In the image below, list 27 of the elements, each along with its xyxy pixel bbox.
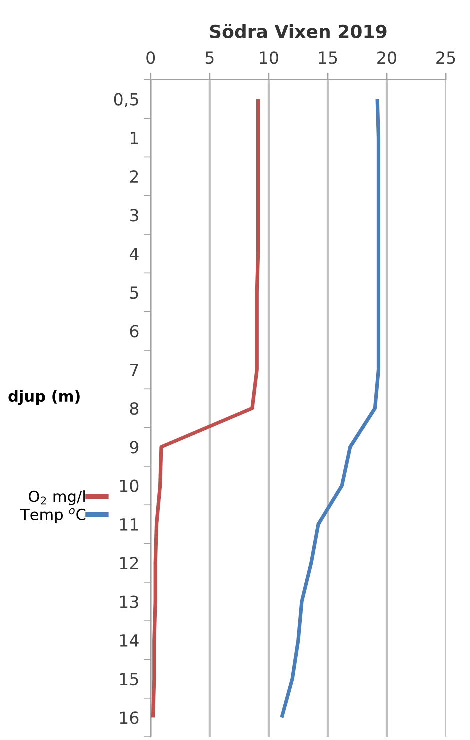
y-tick-label: 12 — [120, 557, 138, 570]
y-tick-label: 9 — [130, 441, 139, 454]
x-tick-label: 25 — [436, 52, 456, 64]
y-tick-label: 6 — [130, 325, 139, 338]
y-tick-label: 14 — [120, 634, 139, 647]
y-tick-label: 5 — [130, 286, 138, 300]
y-tick-label: 0,5 — [114, 93, 138, 108]
y-tick-label: 13 — [120, 596, 138, 608]
x-tick-label: 10 — [260, 52, 278, 64]
y-tick-label: 10 — [120, 480, 139, 492]
y-tick-label: 4 — [130, 248, 139, 260]
y-tick-label: 11 — [120, 518, 138, 531]
y-tick-label: 8 — [130, 402, 139, 416]
legend-label: O$_{2}$ mg/l — [29, 490, 85, 506]
x-tick-label: 20 — [378, 52, 396, 64]
x-tick-label: 5 — [206, 52, 214, 64]
legend-label: Temp $^{o}$C — [20, 508, 86, 524]
y-axis-title: djup (m) — [8, 390, 80, 406]
x-tick-label: 0 — [146, 52, 156, 64]
y-tick-label: 2 — [130, 170, 138, 183]
y-tick-label: 16 — [120, 712, 139, 724]
y-tick-label: 7 — [130, 364, 138, 376]
y-tick-label: 15 — [120, 673, 138, 686]
x-tick-label: 15 — [319, 52, 338, 64]
y-tick-label: 1 — [130, 132, 138, 144]
y-tick-label: 3 — [130, 209, 138, 222]
chart-title: Södra Vixen 2019 — [210, 24, 387, 39]
